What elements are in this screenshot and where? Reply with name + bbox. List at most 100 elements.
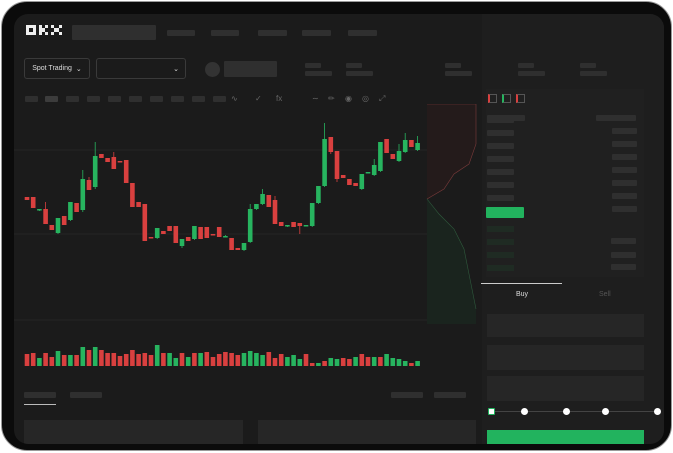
volume-bar <box>390 358 396 366</box>
bid-size <box>611 264 636 270</box>
slider-node[interactable] <box>521 408 528 415</box>
candle <box>285 225 290 227</box>
volume-bar <box>86 350 92 366</box>
nav-item[interactable] <box>211 30 239 36</box>
ask-price <box>487 169 514 175</box>
timeframe-button[interactable] <box>129 96 142 102</box>
volume-bar <box>204 352 210 366</box>
slider-node[interactable] <box>602 408 609 415</box>
nav-item[interactable] <box>348 30 377 36</box>
candle <box>130 183 135 207</box>
candlestick-chart[interactable] <box>14 104 484 379</box>
candle <box>198 227 203 239</box>
volume-bar <box>309 363 315 366</box>
timeframe-button[interactable] <box>171 96 184 102</box>
candle <box>409 140 414 147</box>
slider-node[interactable] <box>488 408 495 415</box>
candle <box>185 237 191 241</box>
bid-price <box>487 252 514 258</box>
trading-mode-select[interactable]: Spot Trading ⌄ <box>24 58 90 79</box>
volume-bar <box>167 353 172 366</box>
volume-bar <box>142 353 148 366</box>
ask-price <box>487 182 514 188</box>
timeframe-button[interactable] <box>87 96 100 102</box>
okx-logo[interactable] <box>26 25 62 35</box>
candle <box>55 218 61 233</box>
bid-price <box>487 265 514 271</box>
slider-node[interactable] <box>563 408 570 415</box>
volume-bar <box>43 353 48 366</box>
tab-history[interactable] <box>70 392 102 398</box>
slider-node[interactable] <box>654 408 661 415</box>
candle <box>254 204 259 209</box>
total-input[interactable] <box>487 376 644 401</box>
volume-bar <box>74 355 79 366</box>
both-sides-icon[interactable] <box>488 94 497 103</box>
candle <box>210 234 216 236</box>
candle <box>179 239 185 246</box>
buy-button[interactable] <box>487 430 644 444</box>
bids-only-icon[interactable] <box>502 94 511 103</box>
volume-bar <box>55 351 61 366</box>
volume-bar <box>241 353 247 366</box>
expand-icon[interactable]: ⤢ <box>379 94 386 103</box>
timeframe-button[interactable] <box>66 96 79 102</box>
line-chart-icon[interactable]: ∿ <box>231 94 238 103</box>
volume-bar <box>297 359 303 366</box>
fx-icon[interactable]: fx <box>276 94 283 103</box>
volume-bar <box>161 353 166 366</box>
amount-input[interactable] <box>487 345 644 370</box>
nav-item[interactable] <box>302 30 331 36</box>
column-header <box>487 115 525 121</box>
volume-bar <box>192 353 197 366</box>
tab-buy[interactable]: Buy <box>516 291 529 298</box>
asks-only-icon[interactable] <box>516 94 525 103</box>
tab-open-orders[interactable] <box>24 392 56 398</box>
candle <box>49 225 55 230</box>
candle <box>92 156 98 187</box>
filter-button[interactable] <box>391 392 423 398</box>
wave-icon[interactable]: ∼ <box>312 94 319 103</box>
timeframe-button[interactable] <box>25 96 38 102</box>
volume-bar <box>61 355 67 366</box>
search-bar[interactable] <box>72 25 156 40</box>
pair-select[interactable]: ⌄ <box>96 58 186 79</box>
ruler-icon[interactable]: ✏ <box>328 94 335 103</box>
price-input[interactable] <box>487 314 644 337</box>
camera-icon[interactable]: ◉ <box>345 94 352 103</box>
volume-bar <box>68 355 73 366</box>
volume-bar <box>365 357 371 366</box>
amount-slider-track[interactable] <box>490 411 658 412</box>
check-icon[interactable]: ✓ <box>255 94 262 103</box>
active-tab-underline <box>24 404 56 405</box>
chevron-down-icon: ⌄ <box>173 65 179 73</box>
candle <box>99 154 104 158</box>
stat-label <box>305 63 321 68</box>
volume-bar <box>254 353 259 366</box>
tab-sell[interactable]: Sell <box>599 291 611 298</box>
candle <box>74 203 79 212</box>
volume-bar <box>340 358 346 366</box>
candle <box>415 143 420 150</box>
candle <box>142 204 148 241</box>
app-screen: Spot Trading ⌄ ⌄ ∿ ✓ fx ∼ ✏ ◉ ◎ ⤢ Buy Se… <box>14 14 664 444</box>
candle <box>291 222 296 227</box>
more-button[interactable] <box>434 392 466 398</box>
ask-size <box>612 141 637 147</box>
nav-item[interactable] <box>167 30 195 36</box>
timeframe-button[interactable] <box>45 96 58 102</box>
timeframe-button[interactable] <box>192 96 205 102</box>
candle <box>30 197 36 208</box>
timeframe-button[interactable] <box>150 96 163 102</box>
target-icon[interactable]: ◎ <box>362 94 369 103</box>
ask-size <box>612 154 637 160</box>
timeframe-button[interactable] <box>213 96 226 102</box>
volume-bar <box>216 354 222 366</box>
stat-label <box>518 63 534 68</box>
timeframe-button[interactable] <box>108 96 121 102</box>
candle <box>272 200 278 224</box>
volume-bar <box>136 354 141 366</box>
nav-item[interactable] <box>258 30 287 36</box>
candle <box>68 202 73 220</box>
volume-bar <box>105 353 110 366</box>
